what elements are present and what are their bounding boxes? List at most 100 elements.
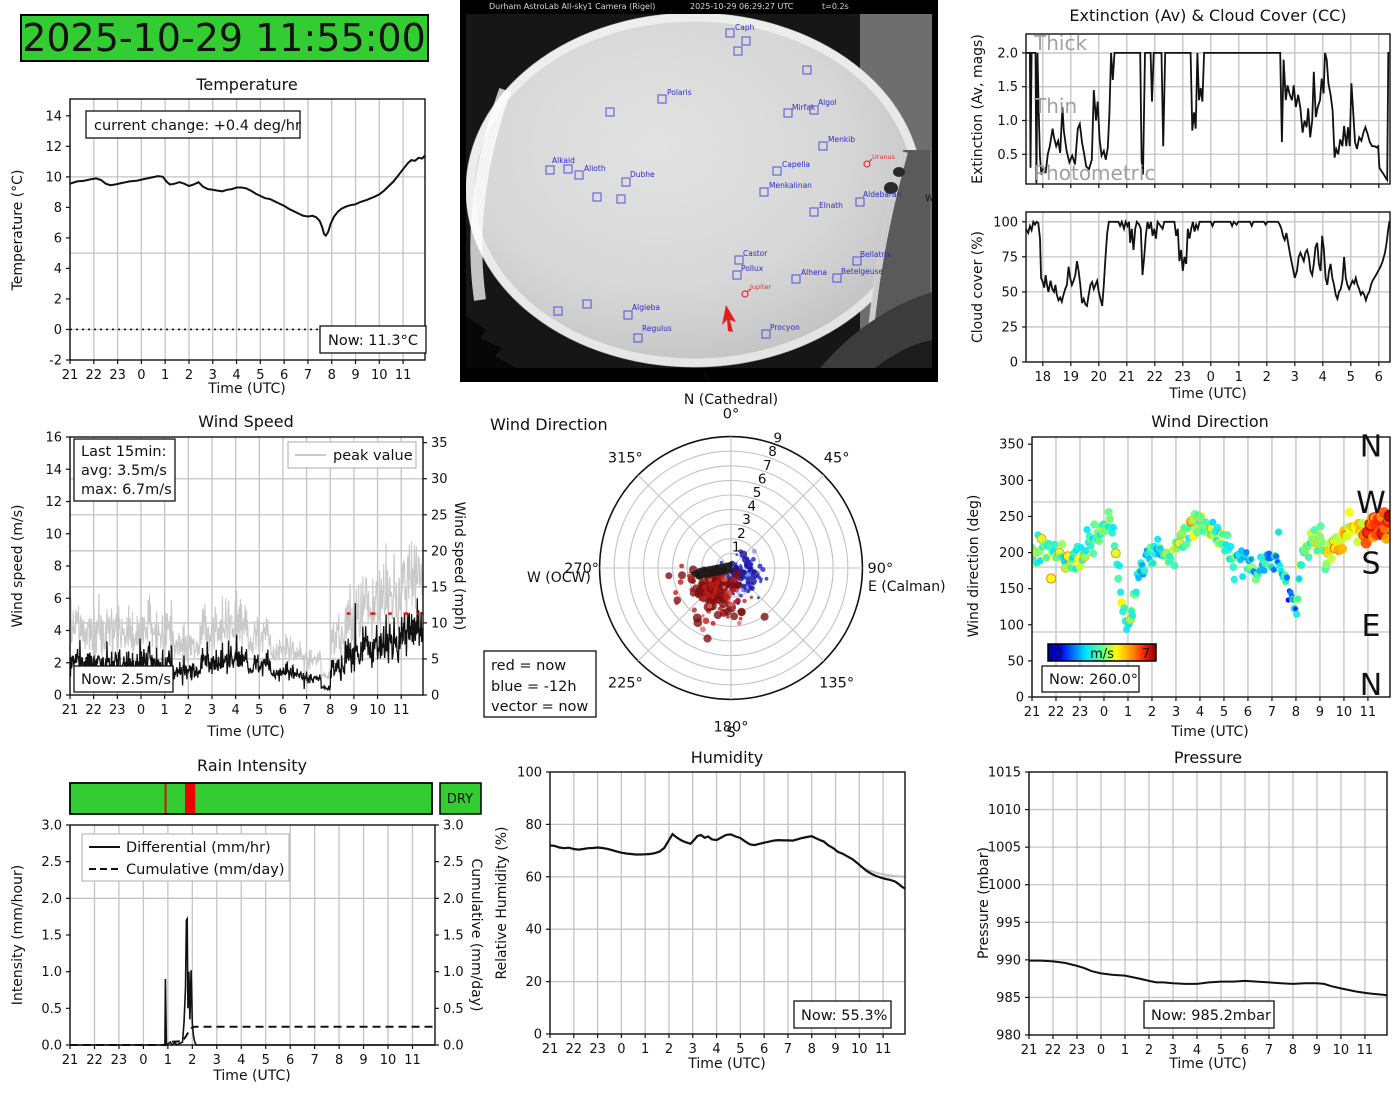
y-tick-label: 100 bbox=[993, 215, 1018, 230]
compass-letter: S bbox=[1361, 547, 1380, 582]
star-marker bbox=[741, 36, 751, 46]
y-tick-label: -2 bbox=[49, 354, 62, 369]
x-tick-label: 0 bbox=[137, 703, 145, 718]
polar-point bbox=[756, 596, 760, 600]
windspeed-stats-line1: Last 15min: bbox=[81, 444, 167, 460]
cloudcover-xlabel: Time (UTC) bbox=[1168, 386, 1246, 402]
y-tick-label: 14 bbox=[45, 463, 62, 478]
rain-xlabel: Time (UTC) bbox=[212, 1068, 290, 1084]
y-tick-label: 16 bbox=[45, 431, 62, 446]
allsky-compass-n: N bbox=[731, 7, 737, 17]
x-tick-label: 11 bbox=[875, 1042, 892, 1057]
x-tick-label: 7 bbox=[1265, 1043, 1273, 1058]
x-tick-label: 23 bbox=[589, 1042, 606, 1057]
temperature-line bbox=[69, 154, 426, 238]
polar-point bbox=[691, 607, 697, 613]
y-tick-label: 8 bbox=[54, 201, 62, 216]
polar-point bbox=[738, 616, 743, 621]
star-label: Capella bbox=[782, 160, 810, 169]
y-tick-label: 10 bbox=[45, 170, 62, 185]
pressure-xlabel: Time (UTC) bbox=[1168, 1056, 1246, 1072]
x-tick-label: 8 bbox=[326, 703, 334, 718]
star-label: Alhena bbox=[801, 268, 827, 277]
y-tick-label-right: 3.0 bbox=[443, 819, 464, 834]
polar-point bbox=[735, 597, 741, 603]
x-tick-label: 1 bbox=[641, 1042, 649, 1057]
x-tick-label: 7 bbox=[310, 1053, 318, 1068]
star-label: Bellatrix bbox=[860, 250, 892, 259]
y-tick-label: 10 bbox=[45, 527, 62, 542]
winddir-point bbox=[1274, 528, 1283, 537]
star-marker bbox=[772, 166, 782, 176]
polar-point bbox=[704, 594, 710, 599]
polar-r-label: 8 bbox=[768, 444, 777, 460]
x-tick-label: 7 bbox=[304, 368, 312, 383]
polar-point bbox=[749, 595, 754, 599]
star-label: Dubhe bbox=[630, 170, 655, 179]
winddir-point bbox=[1083, 526, 1091, 534]
x-tick-label: 2 bbox=[1145, 1043, 1153, 1058]
y-tick-label: 6 bbox=[54, 592, 62, 607]
cum-legend-label: Cumulative (mm/day) bbox=[126, 862, 285, 878]
y-tick-label: 100 bbox=[999, 618, 1024, 633]
y-tick-label: 0 bbox=[54, 689, 62, 704]
x-tick-label: 4 bbox=[1196, 705, 1204, 720]
x-tick-label: 11 bbox=[1357, 1043, 1374, 1058]
winddir-point bbox=[1104, 507, 1113, 517]
temp-now-box bbox=[319, 325, 427, 354]
star-label: Menkib bbox=[828, 135, 855, 144]
y-tick-label: 2.0 bbox=[997, 46, 1018, 61]
pressure-line bbox=[1029, 959, 1388, 997]
polar-angle-label: 0° bbox=[723, 407, 739, 423]
polar-west-label: W (OCW) bbox=[527, 570, 591, 586]
x-tick-label: 0 bbox=[137, 368, 145, 383]
compass-letter: N bbox=[1360, 430, 1382, 465]
temp-change-text: current change: +0.4 deg/hr bbox=[94, 118, 301, 134]
x-tick-label: 3 bbox=[208, 703, 216, 718]
y-tick-label: 3.0 bbox=[41, 819, 62, 834]
winddir-point bbox=[1261, 567, 1268, 574]
winddir-title: Wind Direction bbox=[1151, 412, 1269, 431]
wind-vector-arrow bbox=[689, 562, 732, 580]
y-tick-label: 25 bbox=[1001, 320, 1018, 335]
polar-point bbox=[741, 569, 747, 575]
windspeed-now-box bbox=[73, 665, 174, 693]
polar-point bbox=[746, 589, 751, 593]
temperature-series bbox=[69, 154, 426, 331]
polar-point bbox=[700, 626, 706, 633]
polar-point bbox=[707, 603, 713, 609]
star-label: Polaris bbox=[667, 88, 692, 97]
y-tick-label: 1.5 bbox=[41, 929, 62, 944]
timestamp-banner: 2025-10-29 11:55:00 bbox=[20, 14, 429, 62]
polar-point bbox=[739, 564, 742, 567]
polar-angle-label: 225° bbox=[608, 676, 643, 692]
winddir-now-text: Now: 260.0° bbox=[1049, 672, 1138, 688]
allsky-compass-s: S bbox=[703, 372, 708, 382]
x-tick-label: 3 bbox=[1291, 370, 1299, 385]
y-tick-label: 1.5 bbox=[997, 80, 1018, 95]
polar-point bbox=[728, 601, 734, 607]
x-tick-label: 0 bbox=[139, 1053, 147, 1068]
planet-label: Uranus bbox=[872, 153, 896, 161]
winddir-point bbox=[1310, 526, 1319, 535]
polar-point bbox=[726, 615, 730, 619]
extinction-cloudcover-panel: 0.51.01.52.0 18 19 20 21 22 23 0 1 2 3 4 5 602550751… bbox=[970, 6, 1391, 402]
polar-point bbox=[737, 607, 746, 617]
pressure-frame: 21 22 23 0 1 2 3 4 5 6 7 8 9 10 1198098599099510001005… bbox=[988, 766, 1388, 1058]
star-marker bbox=[733, 46, 743, 56]
winddir-point bbox=[1120, 604, 1128, 612]
winddir-point bbox=[1086, 542, 1095, 550]
polar-point bbox=[739, 550, 748, 559]
x-tick-label: 5 bbox=[736, 1042, 744, 1057]
rain-dry-label: DRY bbox=[447, 792, 473, 807]
winddir-point bbox=[1317, 537, 1327, 547]
polar-point bbox=[702, 584, 708, 590]
polar-point bbox=[701, 614, 705, 618]
windspeed-stats-box bbox=[73, 438, 176, 502]
windspeed-stats-line3: max: 6.7m/s bbox=[81, 482, 172, 498]
x-tick-label: 4 bbox=[237, 1053, 245, 1068]
y-tick-label: 40 bbox=[525, 923, 542, 938]
